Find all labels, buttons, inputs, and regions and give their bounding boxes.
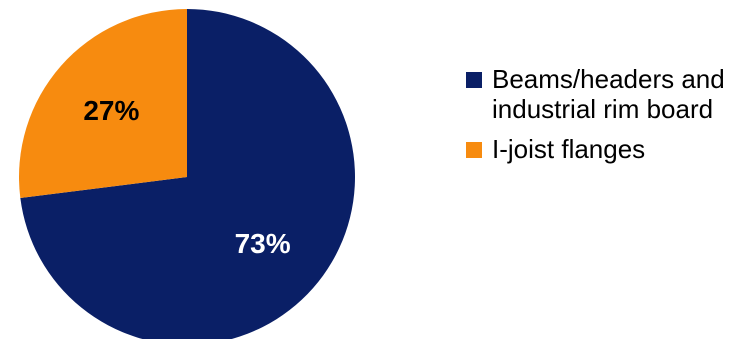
pie-slices <box>18 9 355 339</box>
data-label-beams-headers-and-industrial-rim-board: 73% <box>235 228 291 259</box>
data-label-i-joist-flanges: 27% <box>83 95 139 126</box>
pie-data-labels: 73% 27% <box>83 95 290 259</box>
legend-label-i-joist-flanges: I-joist flanges <box>492 134 646 164</box>
pie-slice-i-joist-flanges <box>18 9 187 199</box>
legend-swatch-i-joist-flanges <box>466 142 482 158</box>
legend: Beams/headers and industrial rim board I… <box>466 64 746 174</box>
legend-item-i-joist-flanges: I-joist flanges <box>466 134 746 164</box>
legend-swatch-beams-headers <box>466 72 482 88</box>
legend-label-beams-headers: Beams/headers and industrial rim board <box>492 64 725 124</box>
legend-item-beams-headers: Beams/headers and industrial rim board <box>466 64 746 124</box>
pie-slice-beams-headers-and-industrial-rim-board <box>20 9 355 339</box>
